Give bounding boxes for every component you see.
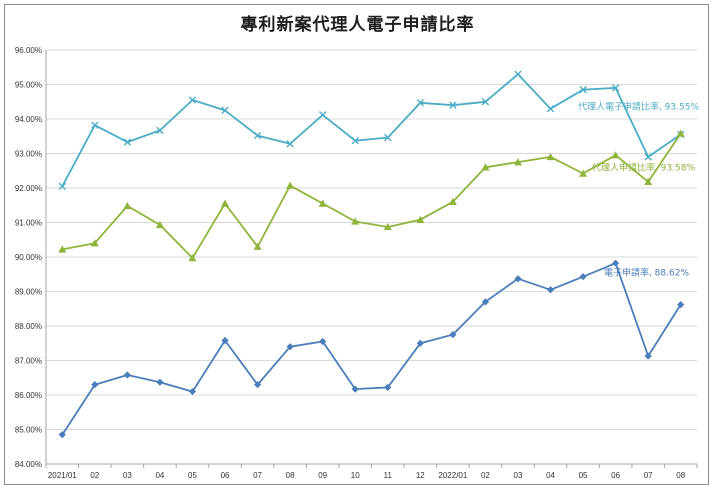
x-tick-label: 06: [221, 471, 230, 480]
y-tick-label: 91.00%: [15, 219, 42, 228]
axes: [46, 50, 697, 468]
data-point: [612, 260, 619, 267]
y-tick-labels: 84.00% 85.00% 86.00% 87.00% 88.00% 89.00% 90.0…: [15, 46, 42, 469]
x-tick-label: 04: [546, 471, 555, 480]
data-point: [547, 286, 554, 293]
data-point: [515, 71, 521, 77]
data-point: [416, 216, 424, 223]
data-point: [677, 129, 685, 136]
data-point: [156, 379, 163, 386]
x-tick-label: 03: [123, 471, 132, 480]
x-tick-label: 10: [351, 471, 360, 480]
x-tick-label: 11: [384, 471, 393, 480]
y-tick-label: 93.00%: [15, 150, 42, 159]
y-tick-label: 95.00%: [15, 81, 42, 90]
data-point: [612, 151, 620, 158]
x-tick-label: 05: [188, 471, 197, 480]
series-label-agent: 代理人申請比率, 93.58%: [592, 161, 695, 173]
data-point: [579, 170, 587, 177]
x-tick-labels: 2021/01 02 03 04 05 06 07 08 09 10 11 12 2022/01 02 03…: [48, 471, 686, 480]
y-tick-label: 90.00%: [15, 253, 42, 262]
data-point: [92, 122, 98, 128]
y-tick-label: 88.00%: [15, 322, 42, 331]
y-tick-label: 86.00%: [15, 391, 42, 400]
x-tick-label: 08: [286, 471, 295, 480]
series-line-agent: [62, 134, 680, 259]
series-agent: [58, 129, 684, 261]
y-tick-label: 84.00%: [15, 460, 42, 469]
y-tick-label: 96.00%: [15, 46, 42, 55]
x-tick-label: 2021/01: [48, 471, 77, 480]
series-e: [59, 260, 685, 439]
data-point: [59, 183, 65, 189]
series-label-agent_e: 代理人電子申請比率, 93.55%: [578, 101, 699, 113]
x-tick-label: 03: [514, 471, 523, 480]
x-tick-label: 07: [644, 471, 653, 480]
x-tick-label: 05: [579, 471, 588, 480]
data-point: [645, 154, 651, 160]
y-tick-label: 89.00%: [15, 288, 42, 297]
x-tick-label: 08: [676, 471, 685, 480]
x-tick-label: 2022/01: [438, 471, 467, 480]
x-tick-label: 04: [155, 471, 164, 480]
data-point: [579, 273, 586, 280]
data-point: [123, 202, 131, 209]
x-tick-label: 02: [90, 471, 99, 480]
y-tick-label: 85.00%: [15, 426, 42, 435]
series-agent_e: [59, 71, 684, 190]
y-tick-label: 87.00%: [15, 357, 42, 366]
data-point: [319, 112, 325, 118]
data-point: [124, 371, 131, 378]
y-tick-label: 92.00%: [15, 184, 42, 193]
x-tick-label: 07: [253, 471, 262, 480]
data-point: [286, 182, 294, 189]
x-tick-label: 09: [318, 471, 327, 480]
x-tick-label: 12: [416, 471, 425, 480]
series-group: [58, 71, 684, 438]
x-tick-label: 02: [481, 471, 490, 480]
series-line-e: [62, 263, 680, 435]
data-point: [221, 200, 229, 207]
series-labels: 代理人電子申請比率, 93.55% 代理人申請比率, 93.58% 電子申請率, 8…: [578, 101, 699, 279]
y-tick-label: 94.00%: [15, 115, 42, 124]
data-point: [547, 105, 553, 111]
series-line-agent_e: [62, 74, 680, 186]
data-point: [156, 221, 164, 228]
data-point: [319, 200, 327, 207]
x-tick-label: 06: [611, 471, 620, 480]
series-label-e: 電子申請率, 88.62%: [604, 267, 689, 279]
